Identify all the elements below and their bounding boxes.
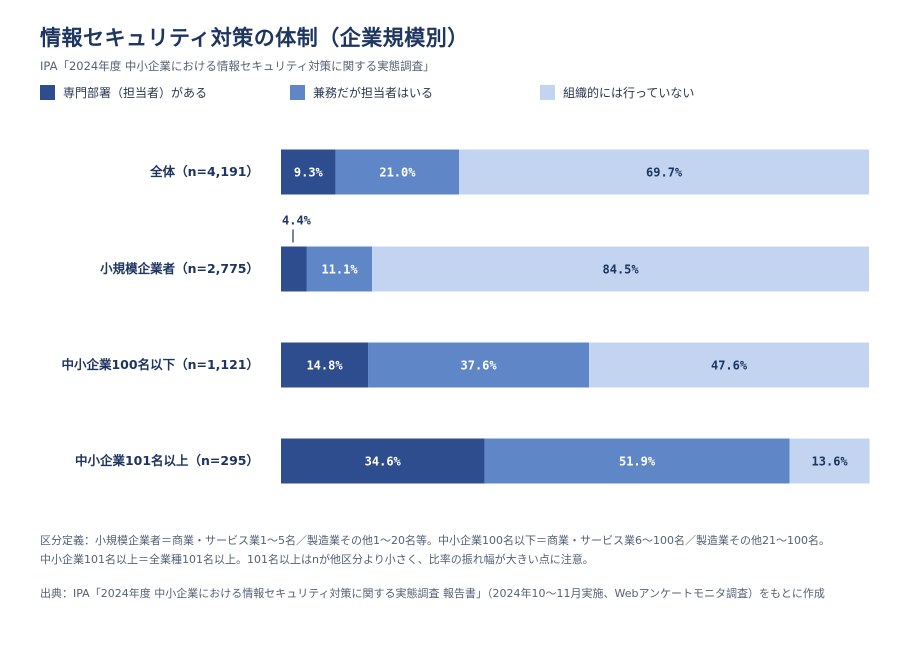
legend-item-none: 組織的には行っていない [540,84,694,101]
legend-item-concurrent: 兼務だが担当者はいる [290,84,433,101]
bar-segment [281,438,485,484]
data-label: 4.4% [282,214,312,228]
legend-swatch-concurrent [290,85,305,100]
data-label: 51.9% [619,455,656,469]
data-label: 84.5% [603,263,640,277]
chart-title: 情報セキュリティ対策の体制（企業規模別） [40,26,469,50]
data-label: 14.8% [306,359,343,373]
data-label: 37.6% [461,359,498,373]
source-note: 出典：IPA「2024年度 中小企業における情報セキュリティ対策に関する実態調査… [40,587,825,600]
category-label: 全体（n=4,191） [149,164,259,179]
data-label: 11.1% [321,263,358,277]
definition-notes: 区分定義：小規模企業者＝商業・サービス業1〜5名／製造業その他1〜20名等。中小… [40,531,910,569]
bar-segment [372,246,869,292]
legend-swatch-dedicated [40,85,55,100]
bar-segment [459,149,869,195]
bar-segment [335,149,460,195]
data-label: 21.0% [379,166,416,180]
bar-segment [281,342,369,388]
bar-segment [281,246,307,292]
legend: 専門部署（担当者）がある 兼務だが担当者はいる 組織的には行っていない [40,84,900,102]
bar-segment [281,149,336,195]
data-label: 13.6% [812,455,849,469]
data-label: 69.7% [646,166,683,180]
bar-segment [368,342,590,388]
bar-segment [306,246,373,292]
note-line-1: 区分定義：小規模企業者＝商業・サービス業1〜5名／製造業その他1〜20名等。中小… [40,534,830,547]
bar-segment [484,438,790,484]
category-label: 中小企業100名以下（n=1,121） [61,357,259,372]
stacked-bar-chart: 全体（n=4,191） 9.3% 21.0% 69.7% 小規模企業者（n=2,775）… [61,149,870,484]
legend-label-concurrent: 兼務だが担当者はいる [313,86,434,100]
category-label: 中小企業101名以上（n=295） [75,453,259,468]
data-label: 9.3% [294,166,324,180]
legend-swatch-none [540,85,555,100]
bar-segment [589,342,869,388]
bar-segment [789,438,870,484]
legend-item-dedicated: 専門部署（担当者）がある [40,84,207,101]
legend-label-dedicated: 専門部署（担当者）がある [63,86,208,100]
note-line-2: 中小企業101名以上＝全業種101名以上。101名以上はnが他区分より小さく、比… [40,553,594,566]
chart-subtitle: IPA「2024年度 中小企業における情報セキュリティ対策に関する実態調査」 [40,59,435,73]
data-label: 34.6% [365,455,402,469]
category-label: 小規模企業者（n=2,775） [99,261,259,276]
legend-label-none: 組織的には行っていない [563,86,695,100]
data-label: 47.6% [711,359,748,373]
